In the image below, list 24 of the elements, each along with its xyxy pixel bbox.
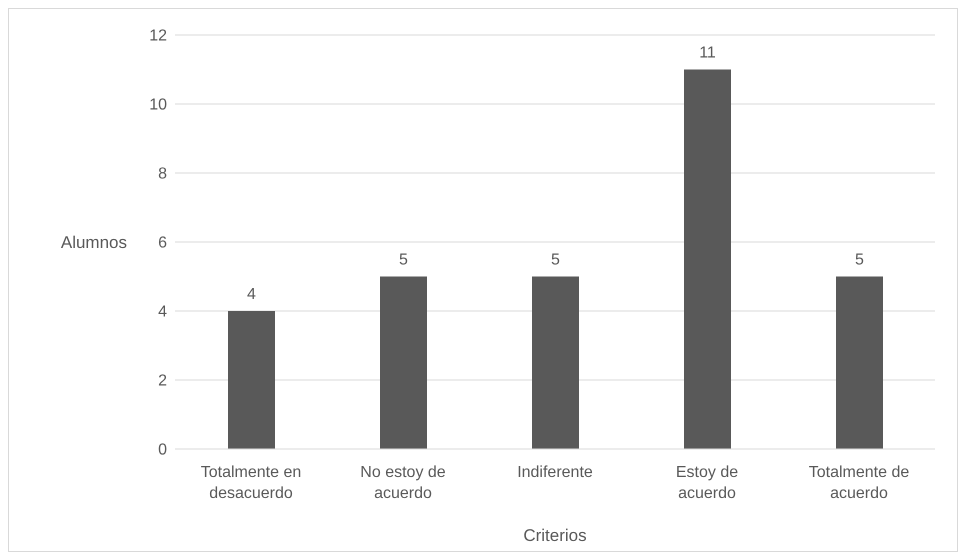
- y-tick-label: 2: [158, 372, 168, 390]
- y-tick-label: 10: [149, 96, 168, 114]
- x-tick-label: Indiferente: [517, 464, 593, 481]
- y-tick-label: 0: [158, 442, 168, 459]
- bar: [380, 276, 427, 449]
- x-axis-title: Criterios: [523, 526, 587, 545]
- y-axis-title: Alumnos: [60, 233, 127, 252]
- y-tick-label: 4: [158, 304, 168, 321]
- x-tick-label: No estoy de acuerdo: [360, 464, 446, 502]
- x-tick-label: Estoy de acuerdo: [676, 464, 738, 502]
- y-tick-label: 8: [158, 166, 168, 183]
- data-label: 11: [699, 44, 716, 62]
- data-label: 5: [551, 252, 560, 268]
- bar: [684, 70, 731, 449]
- bar: [532, 276, 579, 449]
- bar: [836, 276, 883, 449]
- x-tick-label: Totalmente de acuerdo: [808, 464, 910, 502]
- data-label: 5: [855, 252, 864, 268]
- bar: [228, 311, 275, 449]
- data-label: 4: [247, 286, 256, 303]
- data-label: 5: [399, 252, 408, 268]
- y-tick-label: 6: [158, 234, 168, 252]
- x-tick-label: Totalmente en desacuerdo: [200, 464, 302, 502]
- y-tick-label: 12: [149, 28, 168, 45]
